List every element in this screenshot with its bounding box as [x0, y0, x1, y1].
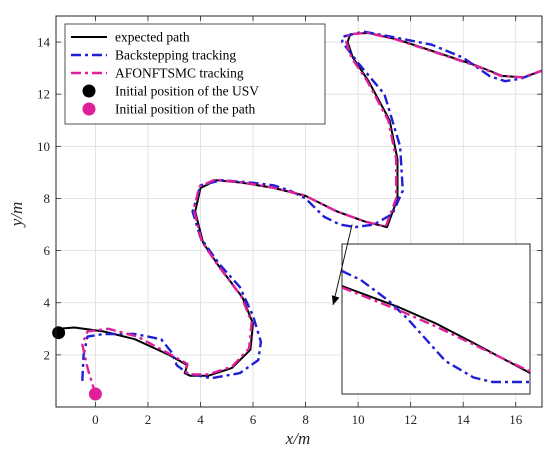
legend-label-2: AFONFTSMC tracking [115, 66, 244, 81]
legend-label-3: Initial position of the USV [115, 84, 259, 99]
y-tick-label-0: 2 [44, 347, 51, 362]
x-tick-label-8: 16 [509, 412, 523, 427]
y-axis-label: y/m [7, 202, 26, 229]
inset-arrow-line [332, 224, 353, 306]
y-tick-label-5: 12 [37, 87, 50, 102]
y-tick-label-1: 4 [44, 295, 51, 310]
series-layer [52, 30, 543, 401]
inset-frame [341, 243, 531, 395]
legend-label-0: expected path [115, 30, 190, 45]
series-line-1 [81, 30, 543, 381]
axes-frame [55, 15, 543, 408]
legend-marker-3 [82, 84, 96, 98]
tick-labels: 0 2 4 6 8 10 12 14 16 2 4 6 8 10 12 14 [37, 35, 523, 427]
x-tick-label-5: 10 [352, 412, 365, 427]
x-tick-label-4: 8 [302, 412, 309, 427]
legend-label-4: Initial position of the path [115, 102, 255, 117]
x-tick-label-3: 6 [250, 412, 257, 427]
y-tick-label-6: 14 [37, 35, 51, 50]
inset-arrow-head [331, 295, 340, 305]
x-axis-label: x/m [285, 429, 311, 448]
legend-label-1: Backstepping tracking [115, 48, 236, 63]
y-tick-label-3: 8 [44, 191, 51, 206]
x-tick-label-2: 4 [197, 412, 204, 427]
legend-marker-4 [82, 102, 96, 116]
legend: expected path Backstepping tracking AFONFT… [64, 23, 326, 125]
x-tick-label-0: 0 [92, 412, 99, 427]
x-tick-label-7: 14 [457, 412, 471, 427]
x-tick-label-6: 12 [404, 412, 417, 427]
y-tick-label-2: 6 [44, 243, 51, 258]
inset-series-line-0 [341, 285, 531, 374]
axes [55, 15, 543, 408]
legend-box [64, 23, 326, 125]
x-tick-label-1: 2 [145, 412, 152, 427]
y-tick-label-4: 10 [37, 139, 50, 154]
inset-zoom [331, 224, 531, 395]
marker-1 [88, 387, 102, 401]
marker-0 [52, 326, 66, 340]
series-line-2 [81, 31, 543, 395]
